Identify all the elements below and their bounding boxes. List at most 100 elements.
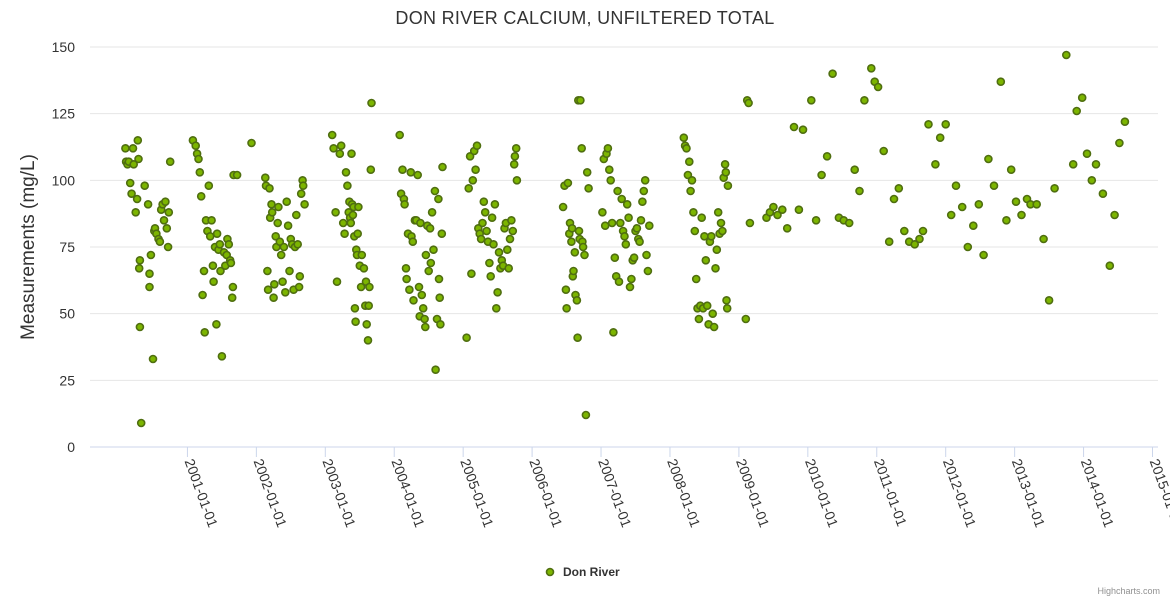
data-point[interactable] bbox=[957, 202, 967, 212]
data-point[interactable] bbox=[1098, 189, 1108, 198]
data-point[interactable] bbox=[817, 170, 826, 180]
data-point[interactable] bbox=[1062, 50, 1071, 60]
data-point[interactable] bbox=[425, 224, 435, 233]
data-point[interactable] bbox=[269, 279, 279, 289]
data-point[interactable] bbox=[431, 365, 440, 375]
data-point[interactable] bbox=[507, 216, 516, 225]
data-point[interactable] bbox=[434, 274, 444, 284]
data-point[interactable] bbox=[510, 152, 520, 161]
data-point[interactable] bbox=[569, 266, 578, 276]
credits-text[interactable]: Highcharts.com bbox=[1097, 586, 1160, 596]
data-point[interactable] bbox=[436, 319, 445, 329]
data-point[interactable] bbox=[273, 218, 283, 228]
data-point[interactable] bbox=[581, 410, 591, 420]
data-point[interactable] bbox=[414, 282, 424, 292]
data-point[interactable] bbox=[996, 77, 1006, 86]
data-point[interactable] bbox=[578, 242, 588, 252]
data-point[interactable] bbox=[1011, 197, 1021, 206]
data-point[interactable] bbox=[336, 141, 346, 150]
data-point[interactable] bbox=[353, 229, 363, 238]
data-point[interactable] bbox=[718, 226, 727, 236]
data-point[interactable] bbox=[132, 194, 142, 204]
data-point[interactable] bbox=[343, 181, 352, 190]
data-point[interactable] bbox=[604, 165, 614, 174]
data-point[interactable] bbox=[879, 146, 889, 156]
data-point[interactable] bbox=[438, 162, 447, 172]
data-point[interactable] bbox=[227, 293, 237, 303]
data-point[interactable] bbox=[789, 122, 799, 132]
data-point[interactable] bbox=[283, 221, 293, 230]
data-point[interactable] bbox=[224, 240, 234, 249]
data-point[interactable] bbox=[487, 213, 497, 222]
data-point[interactable] bbox=[561, 285, 571, 295]
data-point[interactable] bbox=[600, 221, 610, 230]
data-point[interactable] bbox=[769, 202, 778, 212]
data-point[interactable] bbox=[1091, 160, 1101, 169]
data-point[interactable] bbox=[951, 181, 961, 190]
data-point[interactable] bbox=[335, 149, 345, 158]
data-point[interactable] bbox=[146, 250, 156, 260]
data-point[interactable] bbox=[1044, 295, 1054, 305]
data-point[interactable] bbox=[212, 229, 222, 238]
data-point[interactable] bbox=[614, 277, 624, 287]
data-point[interactable] bbox=[584, 184, 593, 193]
data-point[interactable] bbox=[121, 144, 130, 153]
data-point[interactable] bbox=[1068, 160, 1078, 169]
data-point[interactable] bbox=[417, 290, 427, 300]
data-point[interactable] bbox=[478, 218, 487, 228]
data-point[interactable] bbox=[505, 234, 515, 244]
data-point[interactable] bbox=[1039, 234, 1048, 244]
data-point[interactable] bbox=[567, 237, 576, 246]
data-point[interactable] bbox=[430, 186, 440, 196]
data-point[interactable] bbox=[293, 240, 303, 249]
data-point[interactable] bbox=[467, 269, 476, 279]
data-point[interactable] bbox=[232, 170, 242, 180]
data-point[interactable] bbox=[291, 210, 301, 220]
data-point[interactable] bbox=[576, 96, 585, 105]
data-point[interactable] bbox=[145, 282, 154, 292]
data-point[interactable] bbox=[131, 208, 140, 217]
data-point[interactable] bbox=[706, 232, 716, 241]
data-point[interactable] bbox=[408, 237, 418, 246]
data-point[interactable] bbox=[274, 202, 283, 212]
data-point[interactable] bbox=[644, 221, 654, 230]
data-point[interactable] bbox=[617, 194, 627, 204]
data-point[interactable] bbox=[163, 242, 173, 252]
data-point[interactable] bbox=[639, 186, 649, 196]
data-point[interactable] bbox=[364, 301, 374, 311]
data-point[interactable] bbox=[850, 165, 860, 174]
data-point[interactable] bbox=[1115, 138, 1124, 148]
data-point[interactable] bbox=[1002, 216, 1011, 225]
data-point[interactable] bbox=[476, 234, 486, 244]
data-point[interactable] bbox=[1072, 106, 1081, 116]
data-point[interactable] bbox=[271, 232, 281, 241]
data-point[interactable] bbox=[606, 176, 616, 185]
data-point[interactable] bbox=[490, 200, 500, 209]
data-point[interactable] bbox=[609, 327, 618, 337]
data-point[interactable] bbox=[610, 253, 620, 263]
data-point[interactable] bbox=[989, 181, 999, 190]
data-point[interactable] bbox=[424, 266, 434, 276]
data-point[interactable] bbox=[640, 176, 650, 185]
data-point[interactable] bbox=[485, 258, 494, 268]
data-point[interactable] bbox=[562, 303, 571, 313]
data-point[interactable] bbox=[889, 194, 899, 204]
data-point[interactable] bbox=[127, 189, 136, 198]
data-point[interactable] bbox=[362, 319, 372, 329]
data-point[interactable] bbox=[435, 293, 445, 303]
data-point[interactable] bbox=[615, 218, 625, 228]
data-point[interactable] bbox=[968, 221, 978, 230]
data-point[interactable] bbox=[684, 157, 694, 166]
data-point[interactable] bbox=[613, 186, 622, 196]
data-point[interactable] bbox=[420, 322, 430, 332]
data-point[interactable] bbox=[1082, 149, 1092, 158]
data-point[interactable] bbox=[350, 303, 360, 313]
data-point[interactable] bbox=[963, 242, 973, 252]
data-point[interactable] bbox=[341, 168, 351, 177]
data-point[interactable] bbox=[191, 141, 200, 150]
data-point[interactable] bbox=[931, 160, 940, 169]
data-point[interactable] bbox=[327, 130, 337, 140]
data-point[interactable] bbox=[125, 178, 135, 188]
data-point[interactable] bbox=[1032, 200, 1041, 209]
data-point[interactable] bbox=[359, 263, 369, 273]
